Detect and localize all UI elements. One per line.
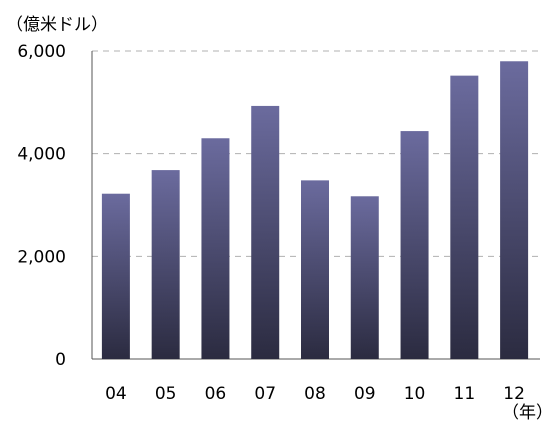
x-unit-label: （年） [502, 403, 548, 423]
bar [251, 105, 280, 359]
x-tick-label: 12 [503, 384, 525, 404]
y-tick-label: 0 [55, 350, 66, 370]
x-tick-label: 07 [254, 384, 276, 404]
bar [301, 180, 329, 359]
x-tick-label: 09 [354, 384, 376, 404]
x-tick-label: 08 [304, 384, 326, 404]
bar [450, 75, 479, 359]
bar [151, 170, 180, 359]
x-tick-label: 05 [155, 384, 177, 404]
y-tick-label: 6,000 [17, 42, 66, 62]
x-tick-label: 10 [404, 384, 426, 404]
x-tick-label: 11 [454, 384, 476, 404]
y-unit-label: （億米ドル） [6, 15, 108, 35]
bar [400, 131, 429, 359]
bar [101, 193, 130, 359]
bar [350, 196, 379, 359]
y-tick-label: 2,000 [17, 247, 66, 267]
y-tick-label: 4,000 [17, 145, 66, 165]
bar [500, 61, 529, 360]
x-tick-label: 06 [205, 384, 227, 404]
bar [201, 138, 230, 359]
x-tick-label: 04 [105, 384, 127, 404]
